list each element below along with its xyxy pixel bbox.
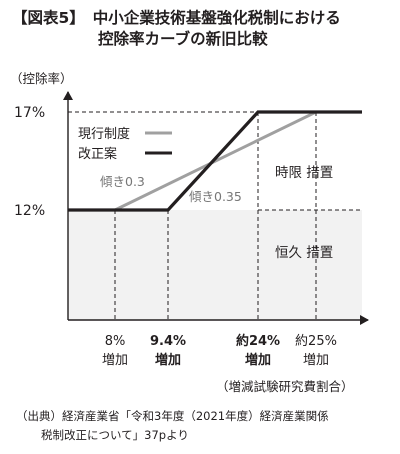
source-line-2: 税制改正について」37pより xyxy=(41,428,189,442)
source-note: （出典）経済産業省「令和3年度（2021年度）経済産業関係 税制改正について」3… xyxy=(16,407,391,445)
permanent-region-shade xyxy=(68,210,362,320)
title-line-2: 控除率カーブの新旧比較 xyxy=(98,30,268,48)
x-tick-value-1: 9.4% xyxy=(150,334,186,349)
slope-revised-label: 傾き0.35 xyxy=(189,189,242,204)
y-tick-label-0: 17% xyxy=(14,105,45,121)
title-line-1: 中小企業技術基盤強化税制における xyxy=(92,9,341,27)
legend-label-current: 現行制度 xyxy=(78,126,130,142)
y-axis-label: （控除率） xyxy=(10,71,73,86)
x-tick-unit-3: 増加 xyxy=(303,353,329,368)
x-tick-value-0: 8% xyxy=(105,334,126,349)
slope-current-label: 傾き0.3 xyxy=(100,174,145,189)
permanent-measure-label: 恒久 措置 xyxy=(275,245,333,261)
series-line-revised xyxy=(68,110,362,212)
x-tick-unit-1: 増加 xyxy=(155,352,181,368)
y-tick-label-1: 12% xyxy=(14,203,45,219)
source-line-1: （出典）経済産業省「令和3年度（2021年度）経済産業関係 xyxy=(16,409,329,423)
x-tick-unit-2: 増加 xyxy=(245,352,271,368)
x-tick-value-2: 約24% xyxy=(236,333,280,349)
chart-title: 【図表5】 中小企業技術基盤強化税制における 控除率カーブの新旧比較 xyxy=(12,8,392,50)
legend-label-revised: 改正案 xyxy=(78,147,117,162)
x-tick-value-3: 約25% xyxy=(295,334,337,349)
x-axis-label: （増減試験研究費割合） xyxy=(216,379,354,394)
figure-tag: 【図表5】 xyxy=(12,9,85,27)
x-tick-unit-0: 増加 xyxy=(102,353,128,368)
temporary-measure-label: 時限 措置 xyxy=(275,165,333,181)
